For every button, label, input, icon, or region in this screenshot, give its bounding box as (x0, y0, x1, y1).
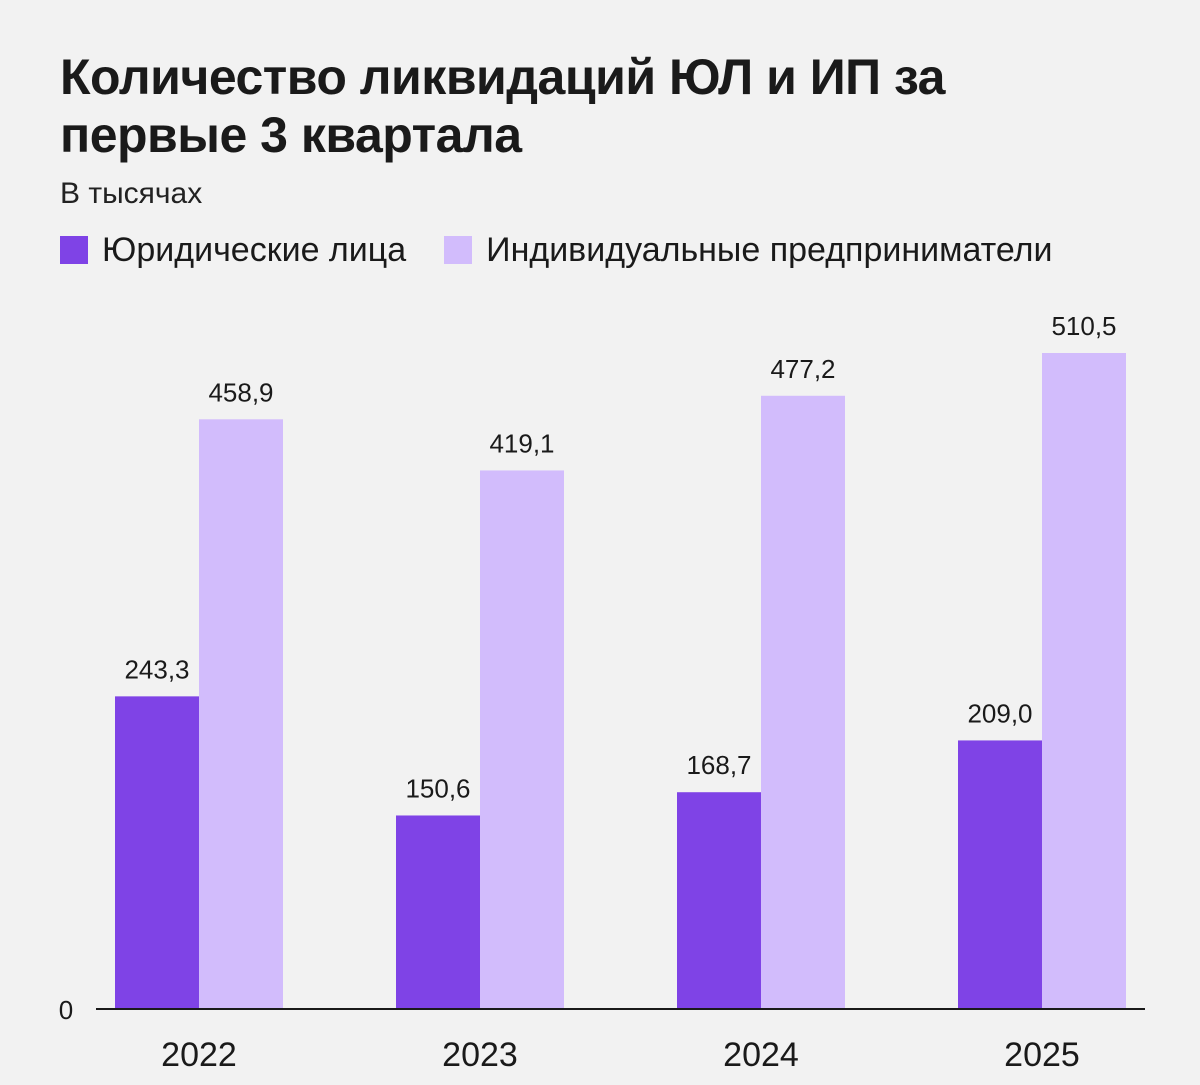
value-label-legal-entities-2024: 168,7 (686, 750, 751, 780)
bar-legal-entities-2025 (958, 740, 1042, 1009)
value-label-entrepreneurs-2022: 458,9 (208, 377, 273, 407)
chart-title: Количество ликвидаций ЮЛ и ИП за первые … (60, 49, 945, 163)
x-tick-label-2022: 2022 (161, 1036, 237, 1074)
value-label-entrepreneurs-2024: 477,2 (770, 354, 835, 384)
bar-legal-entities-2022 (115, 696, 199, 1009)
bar-legal-entities-2023 (396, 815, 480, 1009)
bar-legal-entities-2024 (677, 792, 761, 1009)
x-tick-label-2023: 2023 (442, 1036, 518, 1074)
legend-label-legal-entities: Юридические лица (102, 231, 407, 269)
x-tick-label-2024: 2024 (723, 1036, 799, 1074)
legend-swatch-entrepreneurs (444, 236, 473, 264)
chart-legend: Юридические лица Индивидуальные предприн… (60, 230, 1090, 270)
value-label-entrepreneurs-2025: 510,5 (1051, 311, 1116, 341)
x-tick-label-2025: 2025 (1004, 1036, 1080, 1074)
value-label-legal-entities-2025: 209,0 (967, 698, 1032, 728)
legend-swatch-legal-entities (60, 236, 88, 264)
legend-item-entrepreneurs: Индивидуальные предприниматели (444, 230, 1052, 270)
chart-subtitle: В тысячах (60, 177, 203, 210)
bar-entrepreneurs-2024 (761, 395, 845, 1009)
bar-entrepreneurs-2022 (199, 419, 283, 1009)
bar-entrepreneurs-2025 (1042, 353, 1126, 1009)
value-label-entrepreneurs-2023: 419,1 (489, 428, 554, 458)
legend-item-legal-entities: Юридические лица (60, 230, 406, 270)
y-zero-label: 0 (59, 995, 73, 1025)
value-label-legal-entities-2022: 243,3 (124, 654, 189, 684)
bar-entrepreneurs-2023 (480, 470, 564, 1010)
legend-label-entrepreneurs: Индивидуальные предприниматели (486, 231, 1053, 269)
value-label-legal-entities-2023: 150,6 (405, 773, 470, 803)
